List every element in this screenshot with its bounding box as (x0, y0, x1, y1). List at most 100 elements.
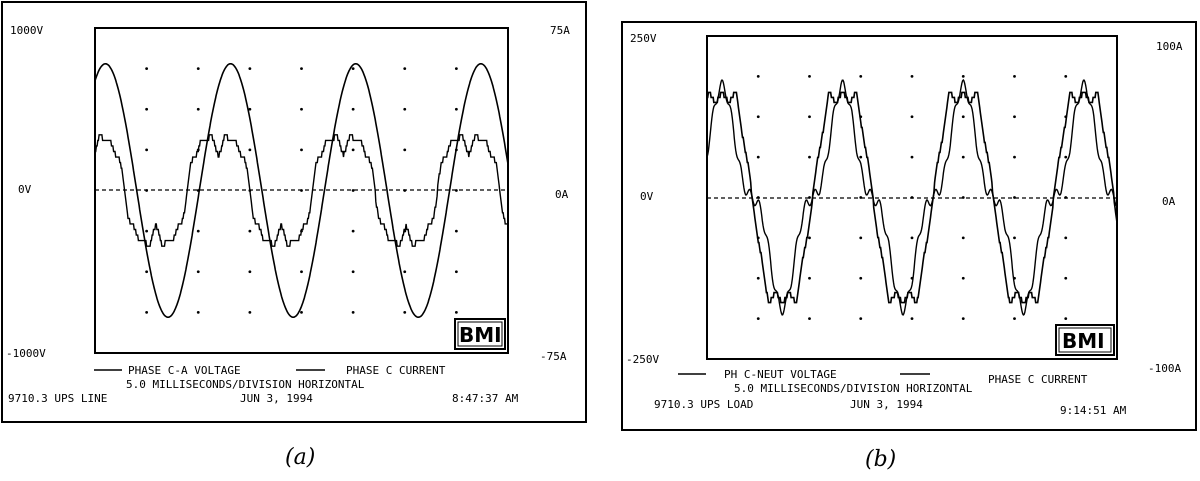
chart-a-right-top-label: 75A (550, 24, 570, 37)
chart-a-grid-dot (351, 107, 355, 111)
chart-b-grid-dot (859, 155, 863, 159)
chart-b-grid-dot (756, 74, 760, 78)
chart-a-left-mid-label: 0V (18, 183, 32, 196)
chart-b-logo-text: BMI (1062, 329, 1105, 353)
chart-a-grid-dot (248, 310, 252, 314)
chart-b-left-bottom-label: -250V (626, 353, 659, 366)
chart-a-grid (145, 67, 458, 314)
chart-b-left-mid-label: 0V (640, 190, 654, 203)
chart-b-grid-dot (961, 155, 965, 159)
chart-a-grid-dot (403, 270, 407, 274)
chart-b-grid-dot (1064, 276, 1068, 280)
chart-b-grid-dot (808, 115, 811, 119)
chart-a-grid-dot (196, 270, 200, 274)
chart-a-grid-dot (454, 270, 458, 274)
chart-b-grid-dot (756, 115, 760, 119)
chart-b-grid-dot (859, 74, 863, 78)
chart-a-grid-dot (351, 310, 355, 314)
chart-a-grid-dot (248, 270, 252, 274)
chart-b-left-top-label: 250V (630, 32, 657, 45)
chart-b-frame (621, 21, 1197, 431)
chart-a-grid-dot (145, 67, 149, 71)
chart-a-grid-dot (248, 67, 252, 71)
chart-b-grid-dot (961, 115, 965, 119)
chart-a-logo-text: BMI (459, 323, 502, 347)
chart-a-left-top-label: 1000V (10, 24, 43, 37)
chart-a-grid-dot (145, 229, 149, 233)
chart-b-grid-dot (756, 276, 760, 280)
chart-a-grid-dot (300, 107, 303, 111)
chart-b-grid-dot (1064, 236, 1068, 240)
chart-b-series-voltage (706, 91, 1118, 304)
chart-a-grid-dot (351, 67, 355, 71)
chart-b-grid-dot (808, 74, 811, 78)
chart-a-grid-dot (403, 67, 407, 71)
chart-b-legend-label-1: PHASE C CURRENT (988, 373, 1088, 386)
chart-b-logo: BMI (1055, 324, 1115, 356)
chart-b-grid (756, 74, 1068, 321)
chart-b-grid-dot (961, 317, 965, 321)
chart-a-grid-dot (196, 229, 200, 233)
chart-a-grid-dot (351, 229, 355, 233)
chart-a-grid-dot (145, 310, 149, 314)
chart-b-grid-dot (1064, 155, 1068, 159)
chart-b-grid-dot (808, 317, 811, 321)
chart-b-grid-dot (910, 74, 914, 78)
chart-b-grid-dot (961, 236, 965, 240)
chart-a-grid-dot (145, 270, 149, 274)
chart-a-footer-label: 9710.3 UPS LINE (8, 392, 107, 405)
chart-b-grid-dot (1013, 317, 1016, 321)
chart-a-grid-dot (351, 148, 355, 152)
chart-a-grid-dot (454, 310, 458, 314)
chart-a-grid-dot (403, 148, 407, 152)
chart-b-grid-dot (859, 317, 863, 321)
chart-a-series-voltage (94, 63, 509, 318)
chart-b-grid-dot (1013, 155, 1016, 159)
chart-b-svg: 250V 0V -250V 100A 0A -100A BMI PH C-NEU… (621, 21, 1197, 431)
chart-a-grid-dot (196, 67, 200, 71)
chart-b-footer-label: 9710.3 UPS LOAD (654, 398, 753, 411)
chart-a-timebase: 5.0 MILLISECONDS/DIVISION HORIZONTAL (126, 378, 365, 391)
chart-b-footer-time: 9:14:51 AM (1060, 404, 1127, 417)
chart-a-grid-dot (300, 310, 303, 314)
chart-b-grid-dot (808, 276, 811, 280)
chart-b-grid-dot (808, 236, 811, 240)
chart-b-grid-dot (961, 276, 965, 280)
chart-a-right-mid-label: 0A (555, 188, 569, 201)
chart-b-grid-dot (1064, 74, 1068, 78)
chart-panel-b: 250V 0V -250V 100A 0A -100A BMI PH C-NEU… (600, 0, 1200, 481)
chart-b-grid-dot (756, 155, 760, 159)
chart-b-footer-date: JUN 3, 1994 (850, 398, 923, 411)
chart-b-right-bottom-label: -100A (1148, 362, 1181, 375)
chart-b-grid-dot (808, 155, 811, 159)
chart-b-grid-dot (1013, 236, 1016, 240)
chart-a-grid-dot (248, 107, 252, 111)
chart-a-grid-dot (454, 67, 458, 71)
chart-a-caption: (a) (285, 445, 316, 470)
chart-a-legend-label-0: PHASE C-A VOLTAGE (128, 364, 241, 377)
chart-a-grid-dot (454, 229, 458, 233)
chart-b-right-mid-label: 0A (1162, 195, 1176, 208)
chart-a-grid-dot (403, 310, 407, 314)
chart-a-svg: 1000V 0V -1000V 75A 0A -75A BMI PHASE C-… (1, 1, 587, 423)
chart-b-grid-dot (1013, 74, 1016, 78)
chart-b-grid-dot (910, 115, 914, 119)
chart-a-frame (1, 1, 587, 423)
chart-a-grid-dot (351, 270, 355, 274)
chart-a-footer-time: 8:47:37 AM (452, 392, 519, 405)
chart-b-grid-dot (1013, 115, 1016, 119)
chart-a-grid-dot (300, 67, 303, 71)
chart-a-grid-dot (351, 189, 355, 192)
chart-a-grid-dot (403, 107, 407, 111)
chart-a-left-bottom-label: -1000V (6, 347, 46, 360)
chart-b-grid-dot (961, 74, 965, 78)
chart-a-grid-dot (248, 229, 252, 233)
chart-b-caption: (b) (865, 447, 897, 472)
chart-a-grid-dot (145, 148, 149, 152)
chart-b-grid-dot (859, 276, 863, 280)
chart-b-right-top-label: 100A (1156, 40, 1183, 53)
chart-a-footer-date: JUN 3, 1994 (240, 392, 313, 405)
chart-b-legend-label-0: PH C-NEUT VOLTAGE (724, 368, 837, 381)
chart-b-grid-dot (910, 236, 914, 240)
chart-a-grid-dot (196, 107, 200, 111)
